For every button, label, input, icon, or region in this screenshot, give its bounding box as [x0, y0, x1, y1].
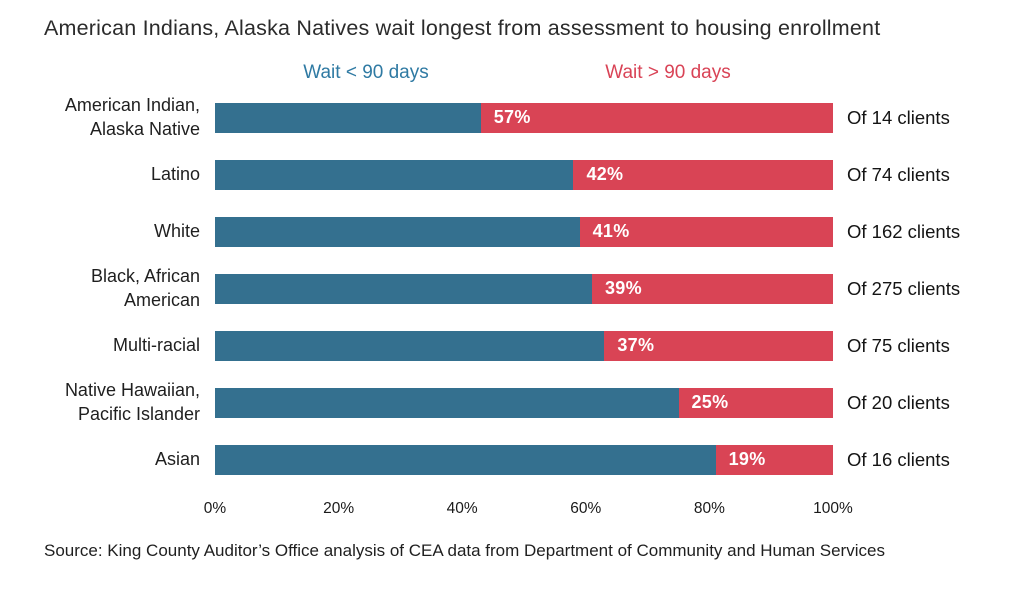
clients-count-label: Of 74 clients: [847, 163, 950, 185]
clients-count-label: Of 75 clients: [847, 334, 950, 356]
bar-segment-wait-under-90: [215, 330, 605, 361]
x-tick-label: 60%: [570, 500, 602, 517]
x-tick-label: 100%: [813, 500, 853, 517]
clients-count-label: Of 275 clients: [847, 277, 961, 299]
bar-track: 25%: [215, 387, 833, 418]
chart-rows: American Indian, Alaska Native 57% Of 14…: [0, 89, 1024, 488]
bar-track: 41%: [215, 216, 833, 247]
bar-segment-wait-over-90: 39%: [591, 273, 833, 304]
bar-segment-wait-under-90: [215, 216, 580, 247]
category-label: Native Hawaiian, Pacific Islander: [64, 380, 200, 424]
x-axis: 0% 20% 40% 60% 80% 100%: [204, 500, 853, 520]
category-label: American Indian, Alaska Native: [64, 95, 200, 139]
percent-label: 37%: [617, 335, 655, 355]
x-tick-label: 0%: [203, 500, 227, 517]
chart-row: Native Hawaiian, Pacific Islander 25% Of…: [0, 374, 1024, 431]
chart-row: White 41% Of 162 clients: [0, 203, 1024, 260]
x-tick-label: 20%: [323, 500, 355, 517]
chart-row: American Indian, Alaska Native 57% Of 14…: [0, 89, 1024, 146]
bar-segment-wait-over-90: 37%: [604, 330, 833, 361]
source-note: Source: King County Auditor’s Office ana…: [44, 541, 885, 560]
chart-title: American Indians, Alaska Natives wait lo…: [44, 16, 881, 40]
x-tick-label: 80%: [693, 500, 725, 517]
category-label: Black, African American: [90, 266, 200, 310]
bar-segment-wait-over-90: 57%: [480, 102, 833, 133]
percent-label: 42%: [586, 164, 624, 184]
percent-label: 39%: [604, 278, 642, 298]
bar-track: 39%: [215, 273, 833, 304]
category-label: Asian: [154, 448, 200, 469]
legend-wait-under-90: Wait < 90 days: [303, 62, 429, 83]
chart-row: Black, African American 39% Of 275 clien…: [0, 260, 1024, 317]
clients-count-label: Of 162 clients: [847, 220, 961, 242]
category-label: White: [153, 220, 200, 241]
bar-track: 42%: [215, 159, 833, 190]
bar-track: 57%: [215, 102, 833, 133]
bar-segment-wait-under-90: [215, 102, 481, 133]
bar-segment-wait-under-90: [215, 273, 592, 304]
bar-segment-wait-under-90: [215, 444, 716, 475]
bar-segment-wait-over-90: 19%: [715, 444, 833, 475]
bar-segment-wait-over-90: 25%: [678, 387, 833, 418]
bar-segment-wait-under-90: [215, 387, 679, 418]
bar-segment-wait-over-90: 42%: [573, 159, 833, 190]
percent-label: 57%: [493, 107, 531, 127]
chart-row: Asian 19% Of 16 clients: [0, 431, 1024, 488]
x-tick-label: 40%: [446, 500, 478, 517]
clients-count-label: Of 20 clients: [847, 391, 950, 413]
chart-row: Multi-racial 37% Of 75 clients: [0, 317, 1024, 374]
category-label: Multi-racial: [112, 334, 200, 355]
category-label: Latino: [150, 163, 200, 184]
percent-label: 19%: [728, 449, 766, 469]
bar-track: 19%: [215, 444, 833, 475]
percent-label: 41%: [592, 221, 630, 241]
clients-count-label: Of 16 clients: [847, 448, 950, 470]
clients-count-label: Of 14 clients: [847, 106, 950, 128]
legend-wait-over-90: Wait > 90 days: [605, 62, 731, 83]
bar-segment-wait-under-90: [215, 159, 574, 190]
bar-track: 37%: [215, 330, 833, 361]
percent-label: 25%: [691, 392, 729, 412]
chart-row: Latino 42% Of 74 clients: [0, 146, 1024, 203]
bar-segment-wait-over-90: 41%: [579, 216, 833, 247]
